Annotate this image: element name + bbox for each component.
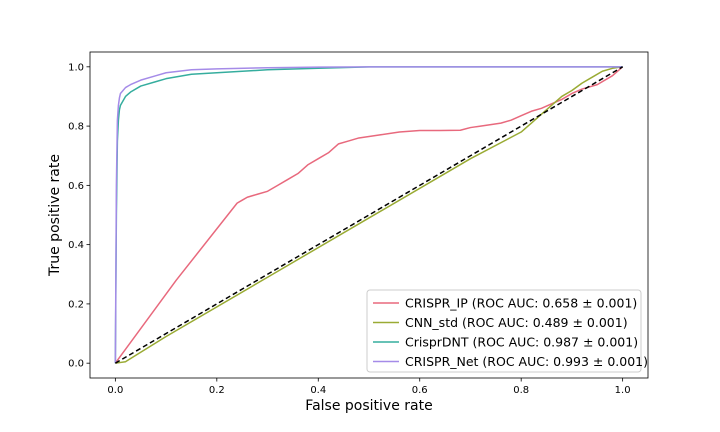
legend-box <box>366 289 642 373</box>
plot-frame <box>89 51 649 379</box>
y-tick-label: 1.0 <box>68 62 84 73</box>
x-tick-label: 0.8 <box>513 385 529 396</box>
chance-reference-line <box>114 66 624 364</box>
y-tick-label: 0.0 <box>68 359 84 370</box>
x-tick-label: 1.0 <box>615 385 631 396</box>
series-line-1 <box>114 66 624 364</box>
y-tick-label: 0.8 <box>68 122 84 133</box>
x-axis-label: False positive rate <box>305 398 432 414</box>
series-line-4 <box>114 66 623 364</box>
legend-entry-1: CRISPR_IP (ROC AUC: 0.658 ± 0.001) <box>405 296 637 311</box>
x-tick-label: 0.2 <box>209 385 225 396</box>
tick-layer: 0.0 0.2 0.4 0.6 0.8 1.0 0.0 0.2 0.4 0.6 0.8 1.0 <box>68 62 630 396</box>
series-line-2 <box>115 66 623 364</box>
legend-entry-3: CrisprDNT (ROC AUC: 0.987 ± 0.001) <box>405 335 638 350</box>
y-tick-label: 0.6 <box>68 181 84 192</box>
x-tick-label: 0.6 <box>412 385 428 396</box>
y-axis-label: True positive rate <box>47 154 63 277</box>
legend-entry-2: CNN_std (ROC AUC: 0.489 ± 0.001) <box>405 315 628 330</box>
series-line-3 <box>114 66 623 364</box>
x-tick-label: 0.4 <box>310 385 326 396</box>
y-tick-label: 0.4 <box>68 240 84 251</box>
series-layer <box>114 66 624 364</box>
y-tick-label: 0.2 <box>68 299 84 310</box>
legend: CRISPR_IP (ROC AUC: 0.658 ± 0.001) CNN_st… <box>366 289 648 373</box>
legend-entry-4: CRISPR_Net (ROC AUC: 0.993 ± 0.001) <box>405 354 648 369</box>
x-tick-label: 0.0 <box>107 385 123 396</box>
